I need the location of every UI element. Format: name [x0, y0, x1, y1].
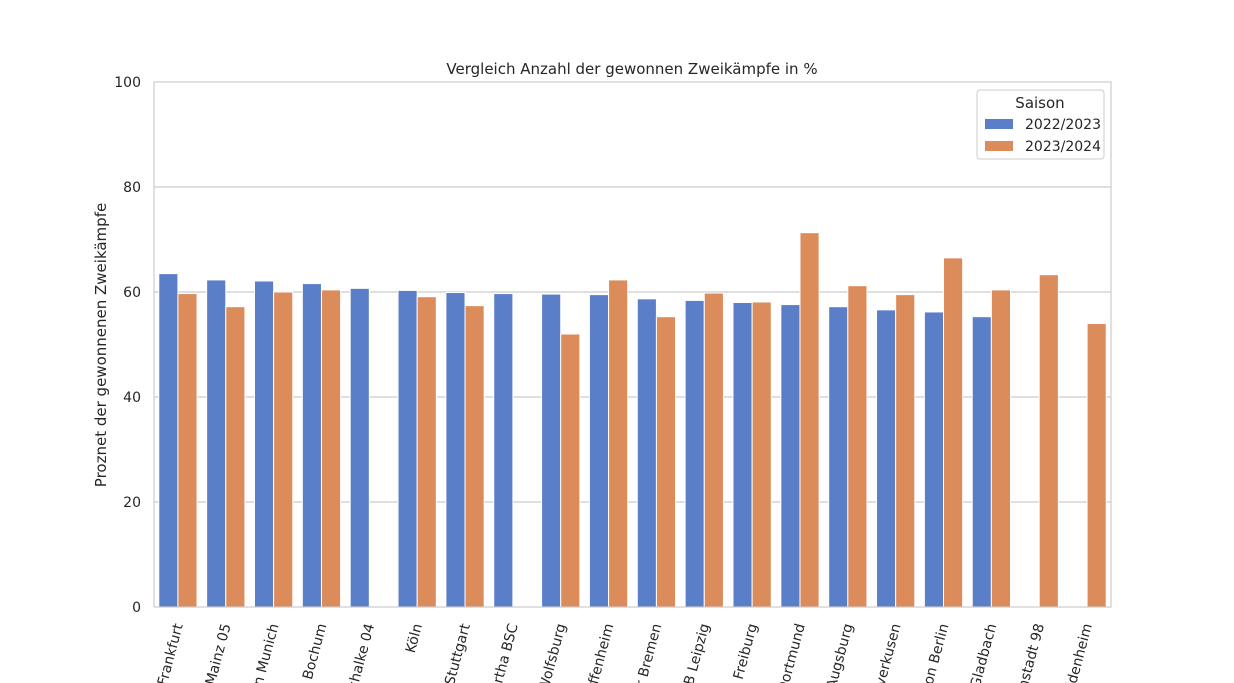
x-tick-label: ffenheim: [586, 622, 618, 683]
y-tick-label: 80: [123, 180, 141, 196]
bar: [799, 232, 820, 608]
bars: [158, 232, 1107, 608]
legend-label: 2023/2024: [1025, 139, 1101, 155]
y-tick-label: 0: [132, 600, 141, 616]
x-tick-label: Oortmund: [775, 622, 809, 683]
x-tick-label: idenheim: [1064, 622, 1096, 683]
y-tick-label: 40: [123, 390, 141, 406]
bar: [684, 299, 705, 608]
bar: [751, 301, 772, 608]
bar: [493, 293, 514, 608]
x-tick-label: rtha BSC: [490, 622, 521, 683]
bar: [560, 333, 581, 608]
bar: [703, 292, 724, 608]
x-tick-label: n Munich: [251, 622, 283, 683]
y-tick-label: 20: [123, 495, 141, 511]
bar: [608, 279, 629, 608]
bar: [636, 298, 657, 608]
bar: [541, 293, 562, 608]
bar: [320, 289, 342, 608]
x-tick-label: Frankfurt: [155, 621, 187, 683]
bar: [847, 285, 868, 608]
bar: [1038, 274, 1059, 608]
legend: Saison 2022/2023 2023/2024: [976, 89, 1105, 160]
bar: [225, 306, 246, 608]
bar: [445, 292, 466, 608]
x-axis-ticks: Frankfurt Mainz 05 n Munich Bochum chalke 04…: [155, 621, 1096, 683]
bar: [253, 280, 275, 608]
bar: [416, 296, 437, 608]
x-tick-label: Bochum: [300, 622, 330, 681]
bar: [943, 257, 964, 608]
x-tick-label: chalke 04: [345, 622, 378, 683]
legend-swatch: [985, 141, 1013, 151]
y-axis-ticks: 0 20 40 60 80 100: [114, 75, 141, 616]
bar: [206, 279, 227, 608]
bar: [655, 316, 677, 608]
bar: [895, 294, 916, 608]
x-tick-label: verkusen: [873, 622, 905, 683]
bar: [158, 273, 179, 608]
x-tick-label: nstadt 98: [1015, 622, 1048, 683]
chart-title: Vergleich Anzahl der gewonnen Zweikämpfe…: [446, 60, 817, 78]
x-tick-label: ion Berlin: [920, 622, 953, 683]
legend-title: Saison: [1015, 94, 1064, 112]
bar: [990, 289, 1012, 608]
y-tick-label: 60: [123, 285, 141, 301]
x-tick-label: Gladbach: [968, 622, 1001, 683]
bar: [732, 302, 753, 608]
y-tick-label: 100: [114, 75, 141, 91]
bar: [923, 311, 945, 608]
bar: [464, 305, 485, 608]
grid-lines: [154, 186, 1111, 503]
x-tick-label: Stuttgart: [442, 621, 474, 683]
bar: [876, 309, 897, 608]
x-tick-label: Köln: [403, 622, 426, 655]
x-tick-label: Wolfsburg: [536, 622, 570, 683]
plot-frame: [153, 81, 1112, 608]
bar: [273, 291, 294, 608]
x-tick-label: B Leipzig: [681, 622, 713, 683]
x-tick-label: Augsburg: [824, 622, 857, 683]
legend-label: 2022/2023: [1025, 117, 1101, 133]
bar: [588, 294, 610, 608]
y-axis-label: Proznet der gewonnenen Zweikämpfe: [92, 203, 110, 487]
bar: [1086, 323, 1107, 608]
bar: [780, 304, 801, 608]
bar: [828, 306, 849, 608]
x-tick-label: Mainz 05: [203, 622, 235, 683]
bar: [177, 293, 198, 608]
bar: [971, 316, 992, 608]
bar: [397, 289, 418, 608]
bar: [349, 287, 370, 608]
bar: [301, 283, 322, 608]
x-tick-label: r Bremen: [633, 622, 665, 683]
legend-swatch: [985, 119, 1013, 129]
x-tick-label: Freiburg: [731, 622, 761, 681]
